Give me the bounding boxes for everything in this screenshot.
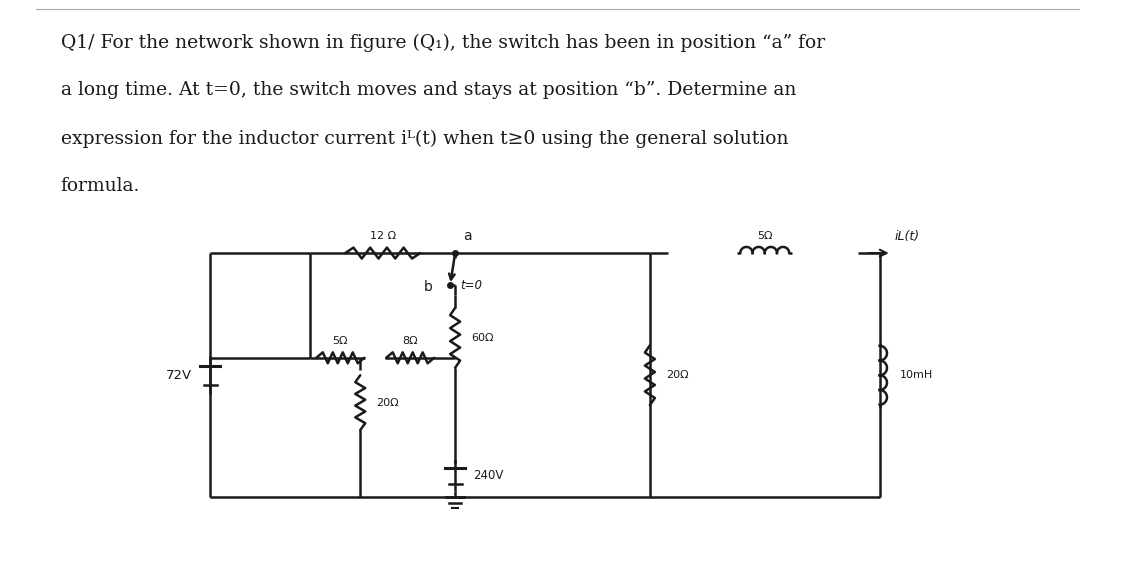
Text: b: b xyxy=(424,280,433,294)
Text: 72V: 72V xyxy=(166,369,193,382)
Text: t=0: t=0 xyxy=(460,279,482,293)
Text: formula.: formula. xyxy=(61,177,140,195)
Text: expression for the inductor current iᴸ(t) when t≥0 using the general solution: expression for the inductor current iᴸ(t… xyxy=(61,129,788,148)
Text: 12 Ω: 12 Ω xyxy=(370,231,396,241)
Text: Q1/ For the network shown in figure (Q₁), the switch has been in position “a” fo: Q1/ For the network shown in figure (Q₁)… xyxy=(61,34,825,52)
Text: 240V: 240V xyxy=(473,469,503,482)
Text: a long time. At t=0, the switch moves and stays at position “b”. Determine an: a long time. At t=0, the switch moves an… xyxy=(61,82,796,100)
Text: 10mH: 10mH xyxy=(899,370,933,380)
Text: 60Ω: 60Ω xyxy=(471,333,493,343)
Text: a: a xyxy=(463,229,472,243)
Text: 20Ω: 20Ω xyxy=(377,397,399,408)
Text: 5Ω: 5Ω xyxy=(333,336,348,346)
Text: 8Ω: 8Ω xyxy=(402,336,418,346)
Text: 5Ω: 5Ω xyxy=(757,231,772,241)
Text: 20Ω: 20Ω xyxy=(666,370,688,380)
Text: iL(t): iL(t) xyxy=(895,230,919,243)
